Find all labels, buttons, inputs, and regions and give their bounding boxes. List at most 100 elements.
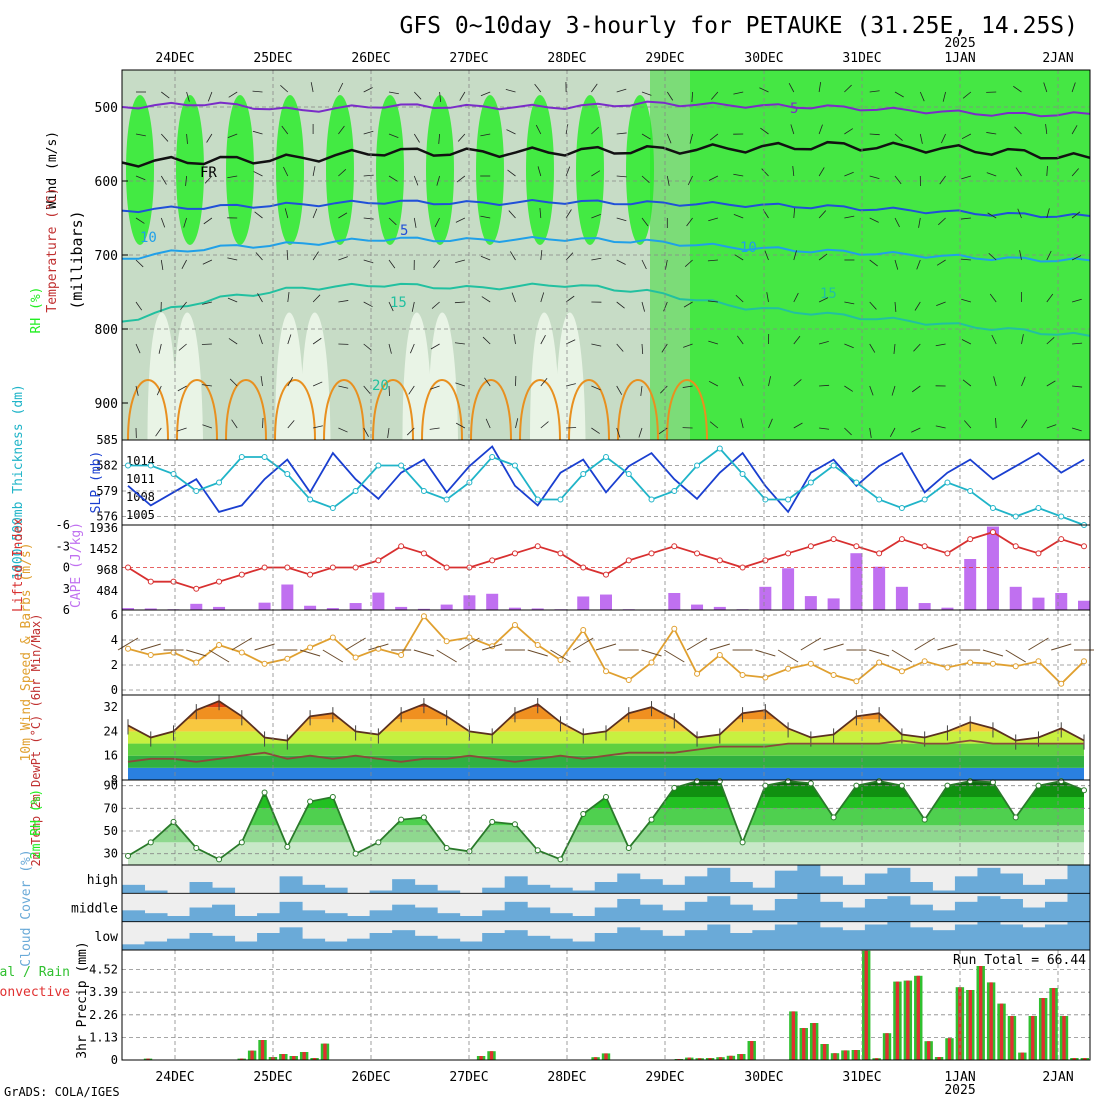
axis-label-rh: 2m RH (%) bbox=[29, 789, 44, 859]
cape-bar bbox=[577, 596, 589, 610]
thickness-line-point bbox=[376, 463, 381, 468]
cloud-cell bbox=[527, 885, 550, 894]
cloud-cell bbox=[302, 910, 325, 921]
lifted-index-line-point bbox=[604, 572, 609, 577]
wind-speed-line-point bbox=[649, 660, 654, 665]
temp-tick-label: 16 bbox=[104, 749, 118, 763]
cape-bar bbox=[486, 594, 498, 610]
cloud-cell bbox=[752, 910, 775, 921]
rh-line-point bbox=[922, 817, 927, 822]
rh-tick-label: 50 bbox=[104, 824, 118, 838]
lifted-index-line-point bbox=[854, 544, 859, 549]
cloud-cell bbox=[955, 925, 978, 951]
date-label-top: 28DEC bbox=[547, 51, 586, 66]
thickness-line-point bbox=[239, 455, 244, 460]
cloud-cell bbox=[145, 942, 168, 951]
wind-barb bbox=[566, 427, 576, 428]
lifted-index-line-point bbox=[990, 530, 995, 535]
rh-line-point bbox=[444, 846, 449, 851]
cloud-cell bbox=[887, 896, 910, 922]
thickness-line-point bbox=[763, 497, 768, 502]
lifted-index-line-point bbox=[672, 544, 677, 549]
wind-speed-line-point bbox=[740, 673, 745, 678]
rh-line-point bbox=[194, 846, 199, 851]
date-label-top: 25DEC bbox=[253, 51, 292, 66]
cloud-cell bbox=[595, 908, 618, 922]
cloud-cell bbox=[505, 930, 528, 950]
precip-convective-bar bbox=[479, 1056, 482, 1060]
cloud-cell bbox=[662, 885, 685, 894]
rh-line-point bbox=[239, 840, 244, 845]
rh-line-point bbox=[831, 815, 836, 820]
thickness-line-point bbox=[399, 463, 404, 468]
slp-tick-label: 1011 bbox=[126, 472, 155, 486]
thickness-line-point bbox=[990, 506, 995, 511]
axis-label-cloud: Cloud Cover (%) bbox=[19, 849, 34, 966]
lifted-index-line-point bbox=[831, 537, 836, 542]
cape-tick-label: 968 bbox=[96, 563, 118, 577]
credit-text: GrADS: COLA/IGES bbox=[4, 1085, 120, 1099]
date-label-bottom: 28DEC bbox=[547, 1070, 586, 1085]
precip-tick-label: 3.39 bbox=[89, 985, 118, 999]
cloud-cell bbox=[257, 933, 280, 950]
cape-bar bbox=[1055, 593, 1067, 610]
date-label-top: 2JAN bbox=[1042, 51, 1073, 66]
precip-convective-bar bbox=[282, 1054, 285, 1060]
lifted-index-line-point bbox=[194, 586, 199, 591]
lifted-index-line-point bbox=[808, 544, 813, 549]
lifted-index-line-point bbox=[945, 551, 950, 556]
cloud-cell bbox=[865, 874, 888, 894]
thickness-line-point bbox=[786, 497, 791, 502]
wind-speed-line-point bbox=[763, 675, 768, 680]
thickness-line-point bbox=[1013, 514, 1018, 519]
rh-moist-band bbox=[526, 95, 554, 245]
cloud-cell bbox=[460, 916, 483, 922]
cloud-row-label: high bbox=[87, 873, 118, 888]
wind-speed-line-point bbox=[308, 645, 313, 650]
wind-speed-line-point bbox=[421, 614, 426, 619]
wind-speed-line-point bbox=[877, 660, 882, 665]
precip-convective-bar bbox=[865, 951, 868, 1060]
rh-line-point bbox=[604, 795, 609, 800]
cloud-cell bbox=[707, 896, 730, 922]
rh-moist-band bbox=[226, 95, 254, 245]
rh-line-point bbox=[353, 851, 358, 856]
wind-speed-line-point bbox=[330, 635, 335, 640]
rh-line-point bbox=[262, 790, 267, 795]
cape-bar bbox=[850, 553, 862, 610]
cloud-cell bbox=[415, 885, 438, 894]
precip-convective-bar bbox=[1062, 1016, 1065, 1060]
cloud-cell bbox=[707, 925, 730, 951]
thickness-line-point bbox=[285, 472, 290, 477]
cloud-cell bbox=[775, 925, 798, 951]
thickness-line-point bbox=[831, 463, 836, 468]
precip-tick-label: 2.26 bbox=[89, 1008, 118, 1022]
cloud-cell bbox=[212, 905, 235, 922]
precip-convective-bar bbox=[948, 1038, 951, 1060]
cloud-cell bbox=[595, 933, 618, 950]
rh-moist-band bbox=[476, 95, 504, 245]
lifted-index-line-point bbox=[786, 551, 791, 556]
lifted-index-line-point bbox=[649, 551, 654, 556]
year-label-top: 2025 bbox=[944, 36, 975, 51]
cloud-cell bbox=[730, 882, 753, 893]
cloud-cell bbox=[1045, 879, 1068, 893]
precip-convective-bar bbox=[1052, 988, 1055, 1060]
lifted-index-line-point bbox=[1036, 551, 1041, 556]
thickness-line-point bbox=[148, 463, 153, 468]
cloud-cell bbox=[235, 916, 258, 922]
wind-speed-line-point bbox=[604, 669, 609, 674]
cloud-cell bbox=[257, 913, 280, 922]
wind-speed-line-point bbox=[148, 653, 153, 658]
thickness-tick-label: 585 bbox=[96, 433, 118, 447]
rh-line-point bbox=[217, 857, 222, 862]
contour-label: FR bbox=[200, 165, 217, 181]
cloud-cell bbox=[977, 896, 1000, 922]
lifted-index-line-point bbox=[968, 537, 973, 542]
lifted-index-line-point bbox=[512, 551, 517, 556]
lifted-index-line-point bbox=[399, 544, 404, 549]
rh-moist-band bbox=[426, 95, 454, 245]
precip-convective-bar bbox=[604, 1053, 607, 1060]
date-label-bottom: 24DEC bbox=[155, 1070, 194, 1085]
thickness-line-point bbox=[126, 463, 131, 468]
